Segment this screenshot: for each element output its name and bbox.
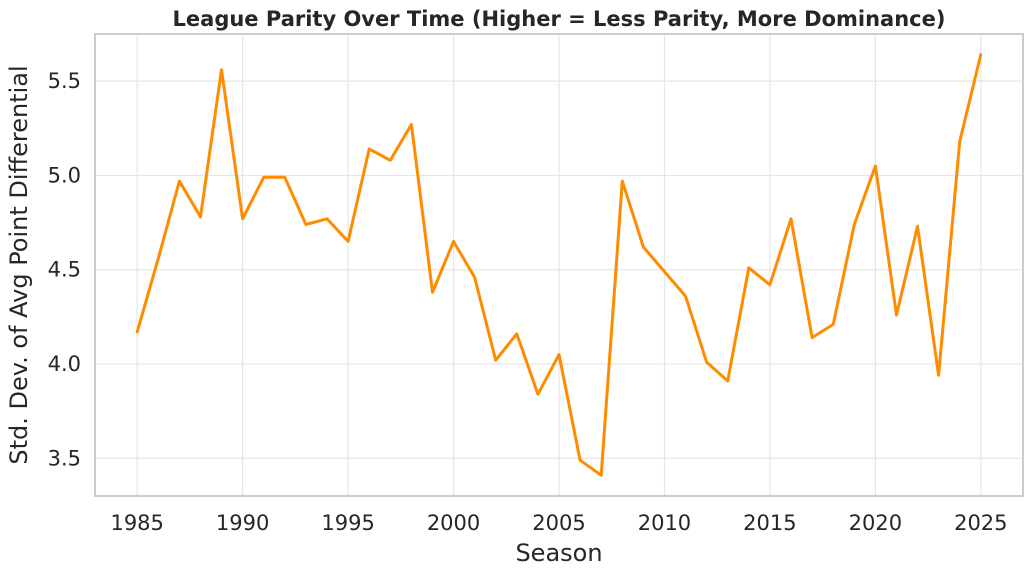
grid-lines (95, 34, 1023, 496)
y-axis-ticks: 3.5 4.0 4.5 5.0 5.5 (48, 69, 81, 470)
x-tick-label: 2005 (532, 511, 585, 535)
x-tick-label: 2010 (638, 511, 691, 535)
y-tick-label: 5.5 (48, 69, 81, 93)
chart-title: League Parity Over Time (Higher = Less P… (173, 7, 946, 31)
x-tick-label: 1990 (216, 511, 269, 535)
x-tick-label: 1995 (321, 511, 374, 535)
y-tick-label: 4.5 (48, 258, 81, 282)
x-axis-ticks: 1985 1990 1995 2000 2005 2010 2015 2020 2025 (110, 511, 1007, 535)
y-axis-label: Std. Dev. of Avg Point Differential (5, 65, 33, 464)
y-tick-label: 3.5 (48, 446, 81, 470)
x-tick-label: 2015 (743, 511, 796, 535)
series-line (135, 53, 983, 477)
x-tick-label: 2020 (849, 511, 902, 535)
x-tick-label: 2000 (427, 511, 480, 535)
x-axis-label: Season (515, 539, 602, 567)
y-tick-label: 4.0 (48, 352, 81, 376)
x-tick-label: 1985 (110, 511, 163, 535)
x-tick-label: 2025 (954, 511, 1007, 535)
plot-frame (94, 33, 1024, 497)
y-tick-label: 5.0 (48, 163, 81, 187)
